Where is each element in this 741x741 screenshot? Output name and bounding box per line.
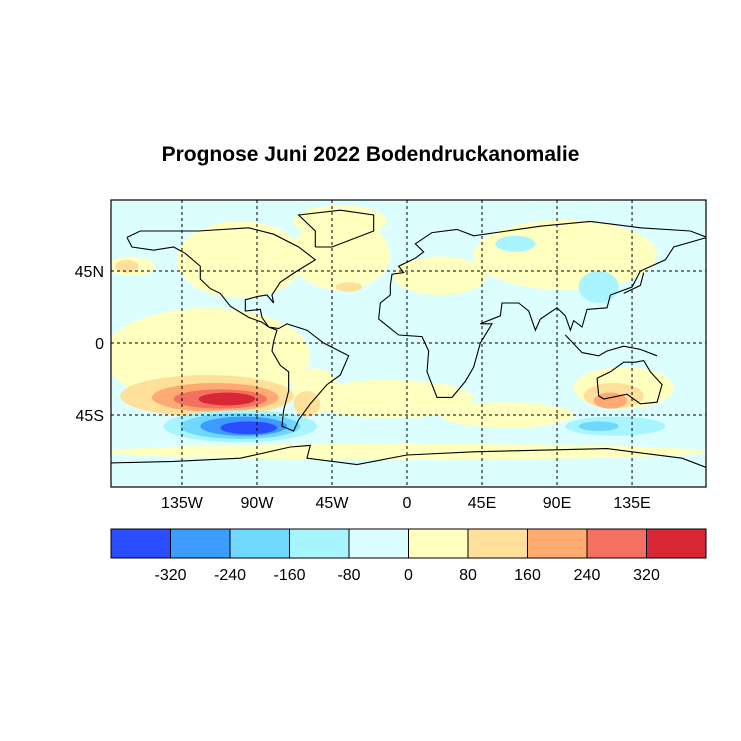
colorbar-bin (586, 528, 647, 559)
coastline (564, 334, 658, 357)
anomaly-region (220, 421, 277, 435)
coastline (111, 444, 706, 468)
x-tick-label: 135E (613, 495, 650, 512)
colorbar-tick-label: -320 (154, 567, 186, 584)
map-frame (110, 199, 707, 488)
colorbar-bin (646, 528, 707, 559)
colorbar-bin (289, 528, 350, 559)
y-tick-label: 45S (76, 408, 104, 425)
colorbar-tick-label: 0 (404, 567, 413, 584)
anomaly-region (176, 221, 304, 299)
x-tick-label: 0 (403, 495, 412, 512)
chart-title: Prognose Juni 2022 Bodendruckanomalie (161, 143, 580, 166)
coastline (378, 220, 706, 398)
anomaly-region (293, 391, 321, 417)
y-tick-label: 0 (95, 336, 104, 353)
x-tick-label: 45E (468, 495, 496, 512)
colorbar-tick-label: 320 (633, 567, 660, 584)
anomaly-region (473, 219, 658, 291)
colorbar-bin (170, 528, 231, 559)
coastline (126, 227, 350, 432)
anomaly-region (393, 256, 488, 295)
coastlines (111, 209, 706, 468)
colorbar-tick-label: -160 (273, 567, 305, 584)
x-tick-label: 90E (543, 495, 571, 512)
axis-ticks: 135W 90W 45W 0 45E 90E 135E 45N 0 45S (75, 264, 651, 512)
anomaly-region (593, 392, 628, 409)
colorbar-bin (467, 528, 528, 559)
colorbar-tick-label: -80 (337, 567, 360, 584)
x-tick-label: 45W (316, 495, 350, 512)
anomaly-region (198, 392, 256, 406)
anomaly-region (495, 235, 536, 252)
colorbar-bin (229, 528, 290, 559)
anomaly-region (115, 259, 139, 273)
colorbar-tick-label: 80 (459, 567, 477, 584)
x-tick-label: 90W (241, 495, 275, 512)
anomaly-region (578, 271, 619, 303)
colorbar: -320 -240 -160 -80 0 80 160 240 320 (110, 528, 707, 584)
colorbar-tick-label: -240 (214, 567, 246, 584)
colorbar-bin (348, 528, 409, 559)
colorbar-tick-label: 160 (514, 567, 541, 584)
coastline (297, 209, 375, 248)
anomaly-region (407, 298, 541, 363)
y-tick-label: 45N (75, 264, 104, 281)
x-tick-label: 135W (161, 495, 204, 512)
colorbar-bin (408, 528, 469, 559)
anomaly-region (306, 379, 474, 419)
coastline (596, 359, 663, 405)
anomaly-field (111, 200, 706, 487)
anomaly-region (335, 282, 362, 292)
colorbar-tick-label: 240 (574, 567, 601, 584)
anomaly-region (578, 421, 619, 432)
colorbar-bin (527, 528, 588, 559)
coastline (623, 272, 645, 294)
colorbar-bin (110, 528, 171, 559)
